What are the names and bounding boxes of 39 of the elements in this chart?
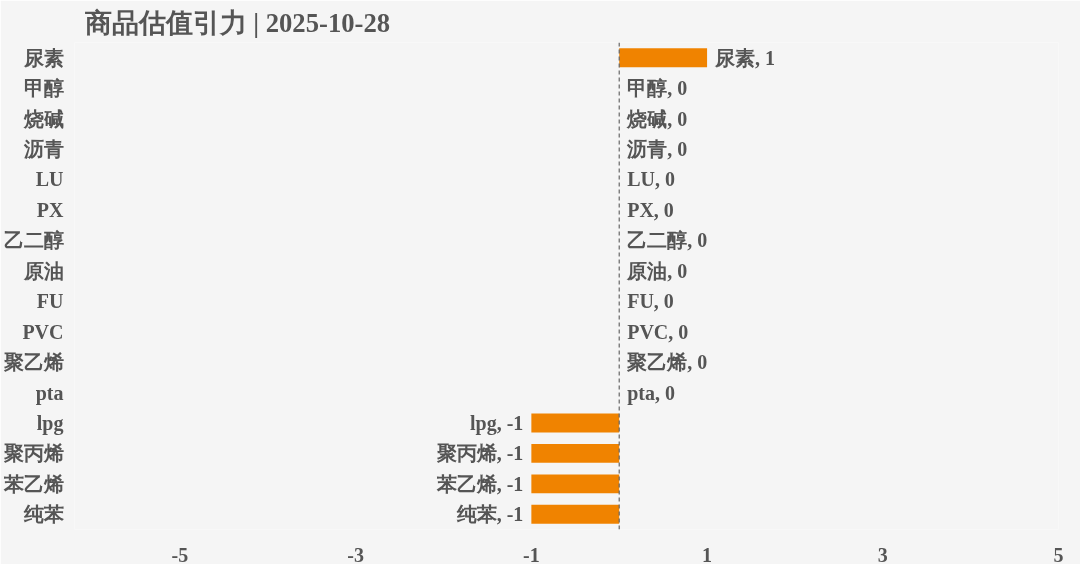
data-label: lpg, -1 <box>470 411 524 435</box>
data-label: 苯乙烯, -1 <box>435 472 524 495</box>
y-tick-label: 尿素 <box>22 46 64 69</box>
y-tick-label: 聚乙烯 <box>2 351 64 374</box>
data-label: 乙二醇, 0 <box>627 229 708 252</box>
y-tick-label: 乙二醇 <box>3 229 64 252</box>
y-tick-label: 甲醇 <box>23 77 64 100</box>
x-tick-label: 3 <box>877 543 888 564</box>
x-tick-label: -1 <box>523 543 540 564</box>
x-tick-label: -5 <box>171 543 189 564</box>
y-tick-label: 烧碱 <box>22 107 64 130</box>
data-label: PVC, 0 <box>627 320 689 343</box>
y-tick-label: FU <box>36 290 64 313</box>
data-label: PX, 0 <box>627 198 674 221</box>
y-tick-label: lpg <box>36 411 64 435</box>
y-tick-label: 原油 <box>22 259 64 282</box>
y-tick-label: PVC <box>22 320 64 343</box>
y-tick-label: PX <box>36 198 65 221</box>
data-label: 聚丙烯, -1 <box>435 442 524 465</box>
y-tick-label: 纯苯 <box>22 503 64 526</box>
y-tick-label: 聚丙烯 <box>2 442 64 465</box>
data-label: 聚乙烯, 0 <box>626 351 708 374</box>
x-tick-label: -3 <box>347 543 364 564</box>
x-tick-label: 1 <box>702 543 713 564</box>
x-tick-label: 5 <box>1053 543 1064 564</box>
data-label: pta, 0 <box>627 381 676 405</box>
data-label: 尿素, 1 <box>714 46 776 69</box>
y-tick-label: pta <box>35 381 64 405</box>
y-tick-label: LU <box>35 168 64 191</box>
y-tick-label: 沥青 <box>22 138 64 161</box>
data-label: 烧碱, 0 <box>626 107 688 130</box>
data-label: FU, 0 <box>627 290 674 313</box>
data-label: 纯苯, -1 <box>455 503 524 526</box>
y-tick-label: 苯乙烯 <box>2 472 64 495</box>
data-label: 原油, 0 <box>626 259 688 282</box>
data-label: 沥青, 0 <box>626 138 688 161</box>
chart-title: 商品估值引力 | 2025-10-28 <box>84 7 391 38</box>
data-label: 甲醇, 0 <box>627 77 688 100</box>
data-label: LU, 0 <box>627 168 676 191</box>
